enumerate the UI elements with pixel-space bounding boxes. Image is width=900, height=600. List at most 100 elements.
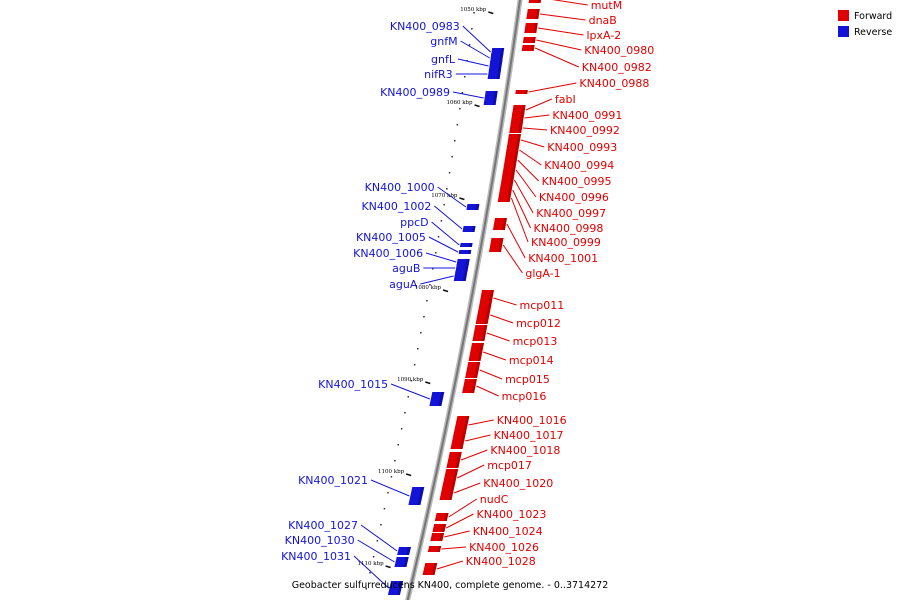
forward-feature[interactable] xyxy=(503,154,518,166)
forward-gene-label[interactable]: mcp015 xyxy=(505,373,550,386)
forward-feature[interactable] xyxy=(468,343,485,361)
reverse-gene-label[interactable]: KN400_1002 xyxy=(361,200,431,213)
forward-feature[interactable] xyxy=(453,416,470,434)
forward-feature[interactable] xyxy=(434,513,449,521)
forward-gene-label[interactable]: KN400_1016 xyxy=(497,414,567,427)
reverse-feature[interactable] xyxy=(455,264,469,272)
reverse-gene-label[interactable]: ppcD xyxy=(400,216,428,229)
forward-feature[interactable] xyxy=(528,0,542,3)
reverse-feature[interactable] xyxy=(387,581,404,595)
reverse-gene-label[interactable]: KN400_1015 xyxy=(318,378,388,391)
forward-feature[interactable] xyxy=(507,134,521,146)
forward-gene-label[interactable]: lpxA-2 xyxy=(587,29,622,42)
forward-feature[interactable] xyxy=(427,546,442,552)
forward-feature[interactable] xyxy=(502,165,516,175)
forward-feature[interactable] xyxy=(422,563,438,575)
forward-feature[interactable] xyxy=(430,533,445,541)
forward-feature[interactable] xyxy=(432,524,447,532)
reverse-feature[interactable] xyxy=(462,226,476,232)
reverse-feature[interactable] xyxy=(466,204,480,210)
forward-gene-label[interactable]: KN400_1020 xyxy=(483,477,553,490)
forward-feature[interactable] xyxy=(510,112,525,124)
reverse-gene-label[interactable]: aguB xyxy=(392,262,420,275)
reverse-gene-label[interactable]: gnfM xyxy=(430,35,457,48)
forward-gene-label[interactable]: mcp012 xyxy=(516,317,561,330)
reverse-feature[interactable] xyxy=(408,487,425,505)
forward-gene-label[interactable]: KN400_0994 xyxy=(544,159,614,172)
forward-feature[interactable] xyxy=(521,45,535,51)
forward-gene-label[interactable]: mcp011 xyxy=(520,299,565,312)
forward-feature[interactable] xyxy=(492,218,507,230)
reverse-feature[interactable] xyxy=(487,69,502,79)
reverse-feature[interactable] xyxy=(456,259,470,265)
forward-feature[interactable] xyxy=(489,238,504,252)
reverse-gene-label[interactable]: KN400_1031 xyxy=(281,550,351,563)
reverse-gene-label[interactable]: gnfL xyxy=(431,53,456,66)
forward-gene-label[interactable]: KN400_0993 xyxy=(547,141,617,154)
forward-gene-label[interactable]: glgA-1 xyxy=(525,267,560,280)
reverse-gene-label[interactable]: aguA xyxy=(389,278,418,291)
forward-feature[interactable] xyxy=(497,194,512,202)
reverse-feature[interactable] xyxy=(453,271,468,281)
reverse-feature[interactable] xyxy=(490,53,504,63)
reverse-gene-label[interactable]: KN400_1027 xyxy=(288,519,358,532)
reverse-gene-label[interactable]: KN400_1005 xyxy=(356,231,426,244)
forward-gene-label[interactable]: KN400_0992 xyxy=(550,124,620,137)
forward-gene-label[interactable]: KN400_0988 xyxy=(579,77,649,90)
forward-gene-label[interactable]: dnaB xyxy=(589,14,617,27)
forward-feature[interactable] xyxy=(439,486,455,500)
reverse-gene-label[interactable]: KN400_1006 xyxy=(353,247,423,260)
forward-feature[interactable] xyxy=(446,452,462,468)
reverse-feature[interactable] xyxy=(429,392,445,406)
reverse-feature[interactable] xyxy=(394,557,409,567)
forward-feature[interactable] xyxy=(526,9,540,19)
forward-feature[interactable] xyxy=(522,37,536,43)
reverse-feature[interactable] xyxy=(458,250,472,254)
forward-feature[interactable] xyxy=(479,290,494,306)
forward-feature[interactable] xyxy=(500,174,515,186)
reverse-gene-label[interactable]: KN400_1021 xyxy=(298,474,368,487)
forward-feature[interactable] xyxy=(524,23,538,33)
forward-gene-label[interactable]: KN400_1024 xyxy=(473,525,543,538)
forward-gene-label[interactable]: KN400_0980 xyxy=(584,44,654,57)
forward-gene-label[interactable]: fabI xyxy=(555,93,576,106)
forward-gene-label[interactable]: KN400_0999 xyxy=(531,236,601,249)
forward-gene-label[interactable]: mcp013 xyxy=(513,335,558,348)
forward-gene-label[interactable]: KN400_1017 xyxy=(494,429,564,442)
reverse-feature[interactable] xyxy=(397,547,411,555)
forward-gene-label[interactable]: KN400_0995 xyxy=(542,175,612,188)
forward-feature[interactable] xyxy=(465,362,481,378)
forward-gene-label[interactable]: KN400_1018 xyxy=(490,444,560,457)
reverse-gene-label[interactable]: KN400_0989 xyxy=(380,86,450,99)
forward-gene-label[interactable]: mcp014 xyxy=(509,354,554,367)
forward-gene-label[interactable]: KN400_0996 xyxy=(539,191,609,204)
forward-gene-label[interactable]: KN400_0982 xyxy=(582,61,652,74)
forward-feature[interactable] xyxy=(509,123,523,133)
reverse-gene-label[interactable]: KN400_1000 xyxy=(365,181,435,194)
forward-feature[interactable] xyxy=(442,469,459,487)
forward-gene-label[interactable]: KN400_1023 xyxy=(477,508,547,521)
reverse-feature[interactable] xyxy=(483,91,498,105)
forward-gene-label[interactable]: KN400_1028 xyxy=(466,555,536,568)
reverse-gene-label[interactable]: KN400_0983 xyxy=(390,20,460,33)
forward-feature[interactable] xyxy=(472,325,488,341)
forward-feature[interactable] xyxy=(450,433,466,449)
forward-feature[interactable] xyxy=(475,306,492,324)
reverse-feature[interactable] xyxy=(459,243,473,247)
forward-feature[interactable] xyxy=(515,90,528,94)
forward-feature[interactable] xyxy=(505,145,520,155)
reverse-gene-label[interactable]: nifR3 xyxy=(424,68,453,81)
forward-gene-label[interactable]: mutM xyxy=(591,0,623,12)
forward-feature[interactable] xyxy=(498,185,513,195)
forward-gene-label[interactable]: mcp016 xyxy=(502,390,547,403)
reverse-gene-label[interactable]: KN400_1030 xyxy=(285,534,355,547)
forward-gene-label[interactable]: KN400_1001 xyxy=(528,252,598,265)
reverse-feature[interactable] xyxy=(488,61,503,71)
forward-gene-label[interactable]: KN400_1026 xyxy=(469,541,539,554)
forward-gene-label[interactable]: KN400_0998 xyxy=(534,222,604,235)
forward-gene-label[interactable]: KN400_0991 xyxy=(552,109,622,122)
forward-feature[interactable] xyxy=(462,379,477,393)
forward-gene-label[interactable]: mcp017 xyxy=(487,459,532,472)
forward-gene-label[interactable]: KN400_0997 xyxy=(536,207,606,220)
forward-gene-label[interactable]: nudC xyxy=(480,493,509,506)
